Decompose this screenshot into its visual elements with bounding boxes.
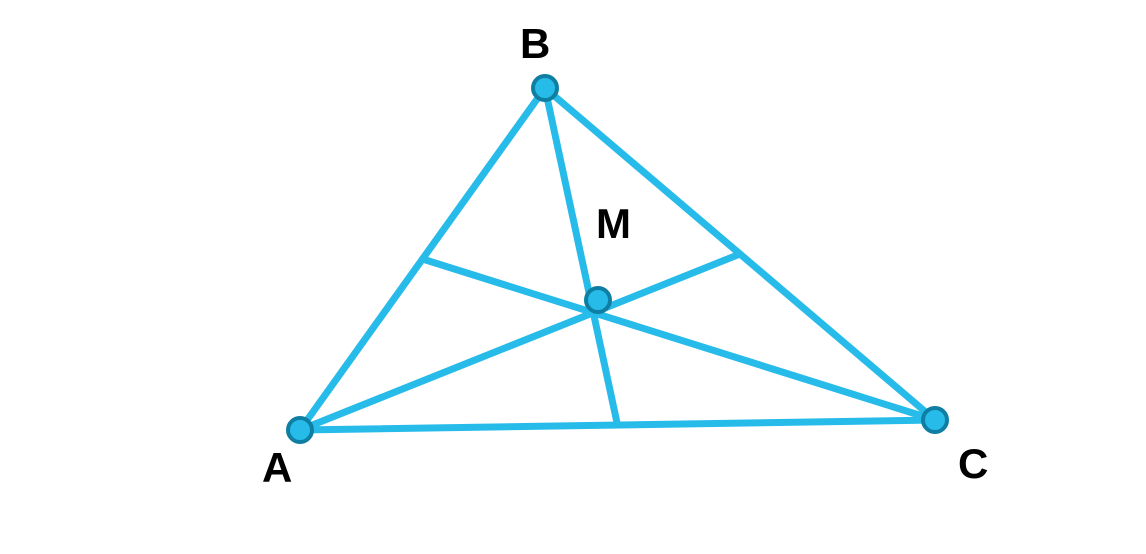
label-B: B [520, 20, 550, 67]
vertex-A [288, 418, 312, 442]
vertex-C [923, 408, 947, 432]
label-A: A [262, 444, 292, 491]
triangle-vertices [288, 76, 947, 442]
label-C: C [958, 440, 988, 487]
centroid-M [586, 288, 610, 312]
triangle-medians [300, 88, 935, 430]
triangle-diagram: A B C M [0, 0, 1146, 554]
vertex-B [533, 76, 557, 100]
label-M: M [596, 200, 631, 247]
median-C-AB [423, 259, 936, 420]
triangle-edges [300, 88, 935, 430]
